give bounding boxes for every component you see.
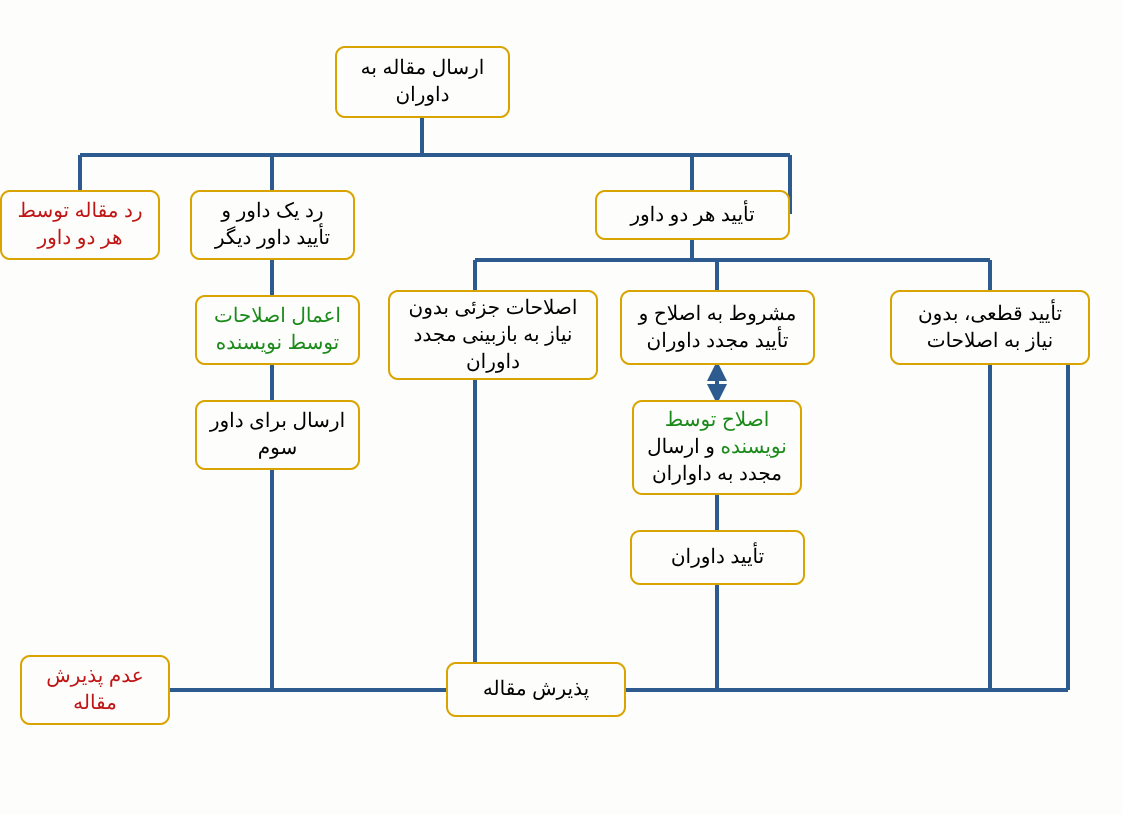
node-n12: پذیرش مقاله xyxy=(446,662,626,717)
node-n1: ارسال مقاله به داوران xyxy=(335,46,510,118)
node-n10: اصلاح توسط نویسنده و ارسال مجدد به داوار… xyxy=(632,400,802,495)
node-n6: اصلاحات جزئی بدون نیاز به بازبینی مجدد د… xyxy=(388,290,598,380)
node-n8: تأیید قطعی، بدون نیاز به اصلاحات xyxy=(890,290,1090,365)
node-n9: ارسال برای داور سوم xyxy=(195,400,360,470)
node-n5: اعمال اصلاحات توسط نویسنده xyxy=(195,295,360,365)
node-n3: رد یک داور و تأیید داور دیگر xyxy=(190,190,355,260)
node-n13: عدم پذیرش مقاله xyxy=(20,655,170,725)
node-n4: تأیید هر دو داور xyxy=(595,190,790,240)
node-n7: مشروط به اصلاح و تأیید مجدد داوران xyxy=(620,290,815,365)
node-n2: رد مقاله توسط هر دو داور xyxy=(0,190,160,260)
node-n11: تأیید داوران xyxy=(630,530,805,585)
